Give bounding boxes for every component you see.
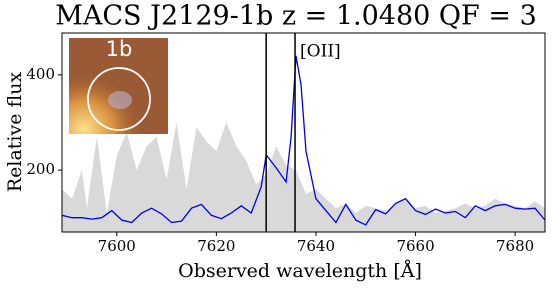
inset-label: 1b	[106, 37, 133, 61]
y-tick-label: 200	[26, 160, 55, 178]
x-tick-label: 7660	[396, 237, 434, 255]
y-axis-label: Relative flux	[4, 72, 26, 193]
noise-area	[62, 122, 545, 232]
axes-frame	[61, 32, 546, 233]
x-tick-label: 7620	[197, 237, 235, 255]
x-tick-label: 7600	[98, 237, 136, 255]
annotation: [OII]	[300, 42, 341, 62]
series-group	[62, 55, 545, 232]
inset-image: 1b	[69, 37, 168, 134]
chart-title: MACS J2129-1b z = 1.0480 QF = 3	[55, 1, 537, 32]
x-tick-label: 7680	[496, 237, 534, 255]
x-tick-label: 7640	[297, 237, 335, 255]
x-axis-label: Observed wavelength [Å]	[178, 260, 422, 282]
plot-area: [OII] 7600 7620 7640 7660 7680 200 400	[26, 32, 546, 255]
spectrum-line	[62, 55, 545, 226]
y-tick-label: 400	[26, 65, 55, 83]
